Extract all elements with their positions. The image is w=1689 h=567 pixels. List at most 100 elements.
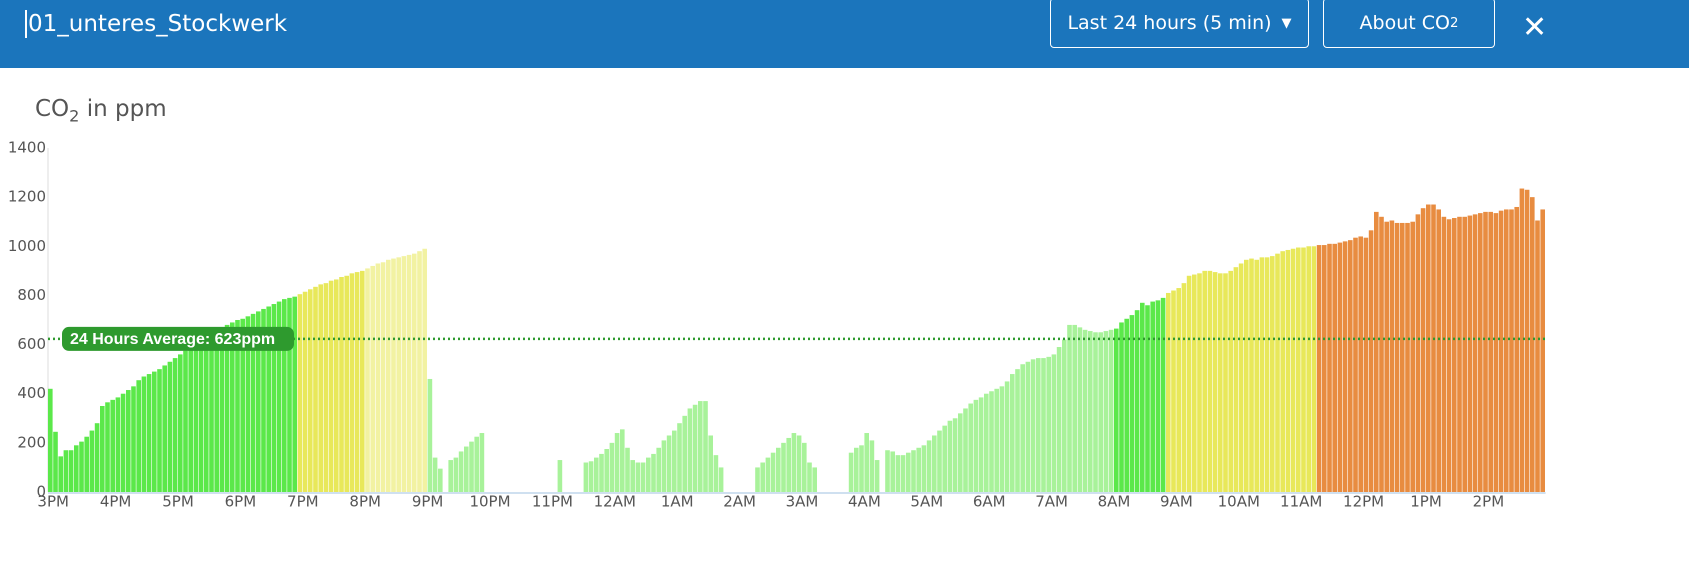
bar <box>297 294 303 492</box>
bar <box>916 447 921 492</box>
bar <box>1348 240 1353 492</box>
bar <box>1072 324 1077 492</box>
bar <box>900 455 906 492</box>
bar <box>1119 322 1124 492</box>
y-title-text: CO <box>35 96 70 122</box>
bar <box>427 378 433 492</box>
x-tick-label: 1PM <box>1410 493 1442 511</box>
x-tick-label: 2PM <box>1473 493 1505 511</box>
bar <box>412 253 417 492</box>
bar <box>791 433 797 492</box>
header: 01_unteres_Stockwerk Last 24 hours (5 mi… <box>0 0 1689 68</box>
bar <box>796 435 802 492</box>
bar <box>219 328 225 492</box>
bar <box>588 461 594 492</box>
bar <box>755 467 760 492</box>
x-tick-label: 7PM <box>287 493 319 511</box>
x-tick-label: 3AM <box>786 493 819 511</box>
bar <box>1036 358 1041 492</box>
about-label: About CO <box>1359 12 1450 34</box>
bar <box>1212 272 1218 492</box>
bar <box>1446 219 1452 492</box>
range-dropdown[interactable]: Last 24 hours (5 min) ▼ <box>1050 0 1309 48</box>
x-tick-label: 2AM <box>723 493 756 511</box>
bar <box>661 440 667 492</box>
bar <box>1202 270 1207 492</box>
bar <box>63 450 69 492</box>
bar <box>1431 204 1436 492</box>
x-tick-label: 6AM <box>973 493 1006 511</box>
bar <box>1389 220 1395 492</box>
bar <box>848 452 854 492</box>
bar <box>141 376 147 492</box>
y-tick-label: 1000 <box>8 237 46 255</box>
bar <box>48 388 53 492</box>
bar <box>864 433 869 492</box>
bar <box>1140 302 1145 492</box>
bar <box>1478 213 1483 492</box>
bar <box>812 467 817 492</box>
bar <box>1426 204 1431 492</box>
bar <box>1067 324 1072 492</box>
bar <box>313 286 318 492</box>
bar <box>1452 218 1457 492</box>
bar <box>188 347 193 492</box>
bar <box>999 386 1005 492</box>
bar <box>469 441 474 492</box>
y-tick-label: 1400 <box>8 139 46 157</box>
bar <box>1015 369 1020 492</box>
x-tick-label: 9AM <box>1160 493 1193 511</box>
bar <box>1306 246 1311 492</box>
bar <box>672 430 677 492</box>
bar <box>110 399 115 492</box>
bar <box>984 393 989 492</box>
bar <box>656 447 661 492</box>
x-tick-label: 7AM <box>1035 493 1068 511</box>
x-tick-label: 11AM <box>1280 493 1322 511</box>
close-button[interactable]: ✕ <box>1522 10 1548 45</box>
x-tick-label: 8AM <box>1098 493 1131 511</box>
bar <box>172 358 178 492</box>
bar <box>178 354 183 492</box>
bar <box>989 391 994 492</box>
bar <box>370 265 375 492</box>
bar <box>1176 288 1181 492</box>
bar <box>354 272 360 492</box>
bar <box>453 457 459 492</box>
bar <box>635 462 641 492</box>
bar <box>302 291 308 492</box>
x-tick-label: 8PM <box>349 493 381 511</box>
bar <box>708 435 713 492</box>
bar <box>1535 220 1540 492</box>
bar <box>417 251 422 492</box>
x-tick-label: 11PM <box>532 493 573 511</box>
bar <box>1363 237 1369 492</box>
bar <box>1519 188 1525 492</box>
bar <box>1374 211 1379 492</box>
bar <box>146 374 152 492</box>
bar <box>365 268 370 492</box>
bar <box>760 462 765 492</box>
bar <box>344 275 349 492</box>
bar <box>1171 290 1176 492</box>
bar <box>115 397 121 492</box>
bar <box>1129 315 1135 492</box>
bar <box>1030 359 1036 492</box>
bar <box>1296 247 1301 492</box>
bar <box>84 436 89 492</box>
about-button[interactable]: About CO 2 <box>1323 0 1495 48</box>
bar <box>1467 215 1473 493</box>
bar <box>1108 329 1114 492</box>
sensor-name[interactable]: 01_unteres_Stockwerk <box>25 10 287 38</box>
bar <box>921 445 927 492</box>
bar <box>932 435 937 492</box>
bar <box>1238 263 1244 492</box>
bar <box>235 320 240 492</box>
bar <box>1124 318 1129 492</box>
bar <box>1025 361 1031 492</box>
bar <box>1400 222 1405 492</box>
bar <box>874 460 880 492</box>
bar <box>266 306 271 492</box>
bar <box>859 445 864 492</box>
bar <box>1233 267 1239 492</box>
